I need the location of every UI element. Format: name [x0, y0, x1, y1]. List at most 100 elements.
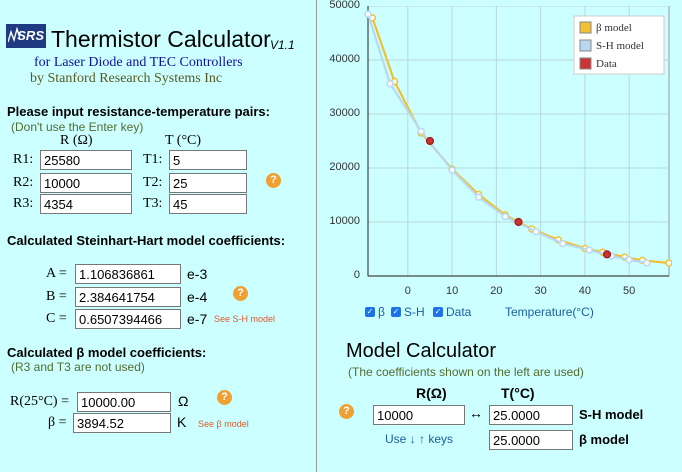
beta-heading: Calculated β model coefficients:: [7, 345, 207, 360]
series-point: [643, 259, 651, 267]
r3-input[interactable]: [40, 194, 132, 214]
logo-wave-icon: [8, 26, 20, 43]
panel-divider: [316, 0, 317, 472]
pairs-help-icon[interactable]: ?: [266, 173, 281, 188]
series-point: [474, 193, 483, 201]
y-tick-label: 40000: [329, 53, 360, 65]
r1-label: R1:: [13, 152, 34, 167]
sh-c-input[interactable]: [75, 309, 181, 329]
y-tick-label: 10000: [329, 215, 360, 227]
chart-x-axis-label: Temperature(°C): [505, 305, 594, 319]
data-checkbox[interactable]: ✓: [433, 307, 443, 317]
series-point: [501, 212, 509, 221]
mc-beta-t-input[interactable]: [489, 430, 573, 450]
series-point: [665, 259, 672, 267]
y-tick-label: 20000: [329, 161, 360, 173]
pairs-note: (Don't use the Enter key): [11, 120, 144, 134]
x-tick-label: 30: [534, 285, 547, 297]
r3-label: R3:: [13, 196, 34, 211]
sh-a-exp: e-3: [187, 266, 208, 282]
mc-keys-hint: Use ↓ ↑ keys: [385, 432, 454, 446]
series-point: [625, 256, 633, 264]
legend-swatch: [579, 57, 592, 70]
thermistor-chart: β model S-H model Data: [362, 6, 672, 278]
mc-t-header: T(°C): [501, 385, 535, 401]
col-t-header: T (°C): [165, 133, 202, 148]
mc-beta-model-label: β model: [579, 432, 629, 447]
series-point: [514, 217, 523, 227]
legend-entry: Data: [596, 58, 617, 70]
x-tick-label: 40: [578, 285, 592, 297]
legend-swatch: [579, 39, 592, 52]
app-version: V1.1: [270, 38, 295, 52]
mc-r-input[interactable]: [373, 405, 465, 425]
t2-input[interactable]: [169, 173, 247, 193]
series-point: [417, 127, 425, 135]
app-subtitle-1: for Laser Diode and TEC Controllers: [34, 55, 243, 70]
r25-label: R(25°C) =: [10, 394, 69, 409]
t1-input[interactable]: [169, 150, 247, 170]
data-checkbox-label: Data: [446, 305, 472, 319]
sh-heading: Calculated Steinhart-Hart model coeffici…: [7, 233, 286, 248]
mc-arrow-icon: ↔: [469, 405, 483, 421]
app-subtitle-2: by Stanford Research Systems Inc: [30, 71, 223, 86]
sh-b-label: B =: [46, 289, 67, 304]
logo-text: SRS: [17, 28, 44, 43]
r2-input[interactable]: [40, 173, 132, 193]
mc-sh-t-input[interactable]: [489, 405, 573, 425]
pairs-heading: Please input resistance-temperature pair…: [7, 104, 270, 119]
series-point: [425, 136, 435, 146]
r1-input[interactable]: [40, 150, 132, 170]
app-title: Thermistor Calculator: [51, 26, 271, 52]
sh-help-icon[interactable]: ?: [233, 286, 248, 301]
sh-b-input[interactable]: [75, 287, 181, 307]
r25-input[interactable]: [77, 392, 171, 412]
r25-unit: Ω: [178, 393, 189, 409]
beta-checkbox-label: β: [378, 305, 385, 319]
t3-label: T3:: [143, 196, 163, 211]
series-point: [364, 10, 372, 18]
mc-r-header: R(Ω): [416, 385, 447, 401]
sh-b-exp: e-4: [187, 289, 208, 305]
sh-checkbox[interactable]: ✓: [391, 307, 401, 317]
model-calculator-note: (The coefficients shown on the left are …: [348, 365, 584, 379]
t1-label: T1:: [143, 152, 163, 167]
model-calc-help-icon[interactable]: ?: [339, 404, 354, 419]
series-point: [386, 80, 394, 88]
x-tick-label: 20: [490, 285, 503, 297]
srs-logo: SRS: [6, 24, 46, 48]
y-tick-label: 0: [353, 269, 360, 281]
model-calculator-title: Model Calculator: [346, 340, 497, 362]
legend-swatch: [579, 21, 592, 34]
beta-unit: K: [177, 414, 187, 430]
beta-label: β =: [48, 415, 67, 430]
series-point: [585, 246, 594, 254]
see-beta-model-link[interactable]: See β model: [198, 419, 249, 429]
beta-input[interactable]: [73, 413, 171, 433]
t3-input[interactable]: [169, 194, 247, 214]
x-tick-label: 50: [623, 285, 636, 297]
sh-c-exp: e-7: [187, 311, 208, 327]
col-r-header: R (Ω): [60, 133, 93, 148]
mc-sh-model-label: S-H model: [579, 407, 644, 422]
series-point: [532, 228, 540, 236]
sh-c-label: C =: [46, 311, 67, 326]
t2-label: T2:: [143, 175, 163, 190]
see-sh-model-link[interactable]: See S-H model: [214, 314, 276, 324]
x-tick-label: 0: [404, 285, 411, 297]
beta-help-icon[interactable]: ?: [217, 390, 232, 405]
beta-checkbox[interactable]: ✓: [365, 307, 375, 317]
beta-note: (R3 and T3 are not used): [11, 360, 145, 374]
legend-entry: β model: [596, 22, 632, 34]
y-tick-label: 50000: [329, 0, 360, 11]
series-point: [448, 166, 456, 174]
r2-label: R2:: [13, 175, 34, 190]
sh-checkbox-label: S-H: [404, 305, 425, 319]
sh-a-label: A =: [46, 266, 67, 281]
x-tick-label: 10: [445, 285, 459, 297]
series-point: [602, 250, 612, 259]
y-tick-label: 30000: [329, 107, 360, 119]
sh-a-input[interactable]: [75, 264, 181, 284]
series-point: [559, 239, 567, 248]
legend-entry: S-H model: [596, 40, 644, 52]
